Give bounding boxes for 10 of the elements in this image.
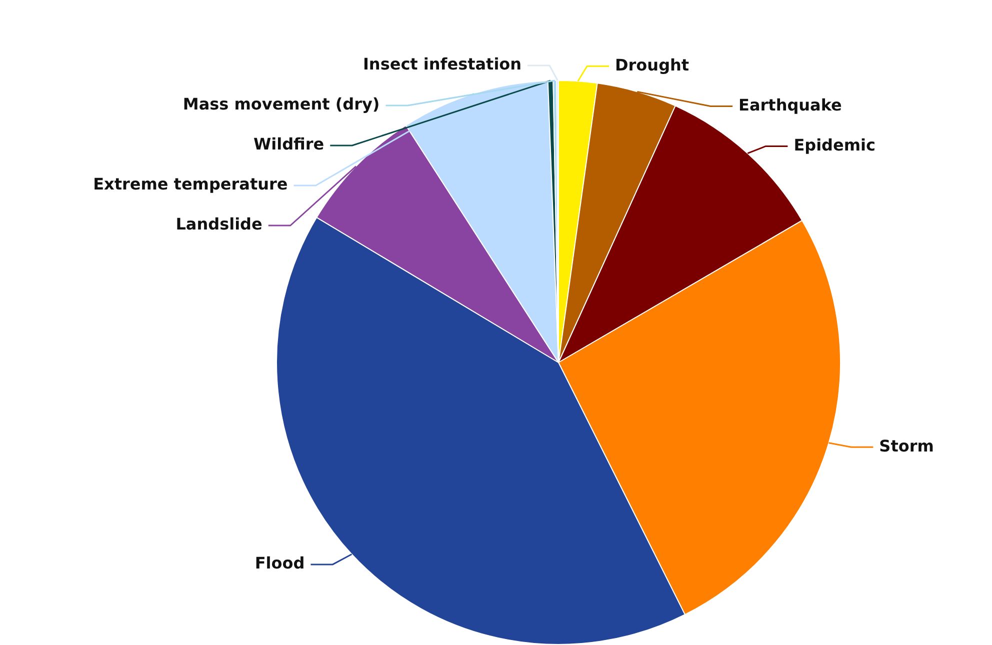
slice-label: Extreme temperature xyxy=(93,174,288,194)
slice-label: Insect infestation xyxy=(362,54,522,74)
slice-label: Earthquake xyxy=(738,95,842,114)
slice-label: Flood xyxy=(254,554,305,573)
slice-label: Drought xyxy=(615,55,690,74)
slice-label: Landslide xyxy=(176,214,263,234)
slice-label: Epidemic xyxy=(794,135,876,154)
slice-label: Mass movement (dry) xyxy=(182,94,380,114)
slice-label: Storm xyxy=(879,436,934,456)
slice-label: Wildfire xyxy=(253,134,324,154)
